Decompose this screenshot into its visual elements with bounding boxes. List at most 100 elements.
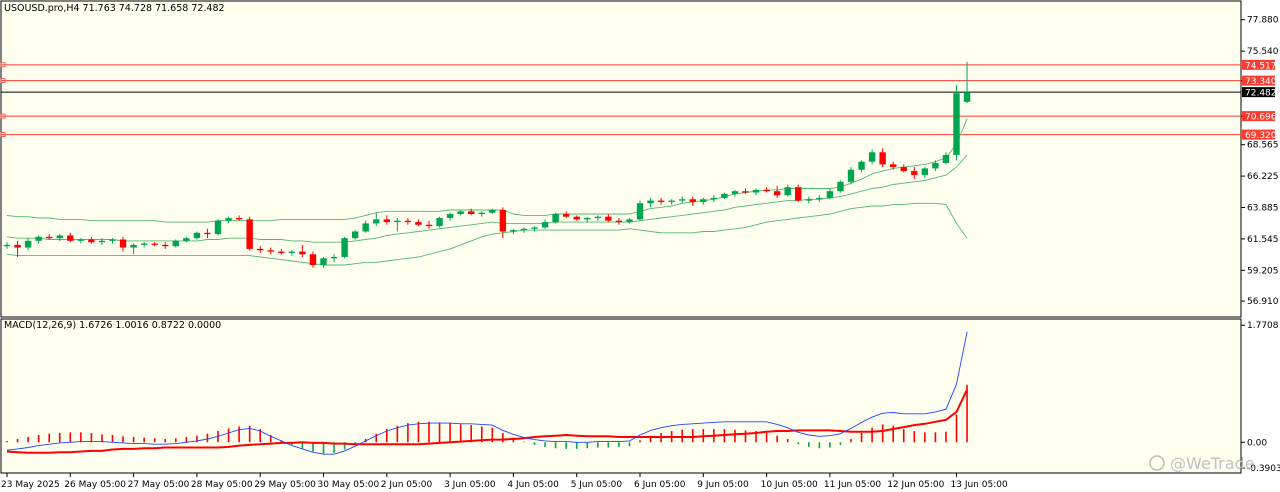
candle-bull <box>668 200 675 202</box>
time-tick-label: 4 Jun 05:00 <box>507 480 559 490</box>
candle-bear <box>689 199 696 202</box>
candle-bull <box>24 240 32 248</box>
candle-bear <box>605 216 612 221</box>
price-tick-label: 61.545 <box>1247 235 1279 245</box>
macd-tick-label: 0.00 <box>1247 438 1267 448</box>
time-tick-label: 11 Jun 05:00 <box>824 480 881 490</box>
time-tick-label: 30 May 05:00 <box>318 480 380 490</box>
candle-bull <box>330 256 338 259</box>
candle-bull <box>721 193 728 198</box>
price-tick-label: 63.885 <box>1247 204 1279 214</box>
current-price-tag <box>1242 87 1275 98</box>
candle-bull <box>942 154 950 164</box>
candle-bull <box>647 200 654 204</box>
candle-bull <box>805 199 812 201</box>
bollinger-lower-line <box>6 202 968 266</box>
candle-bear <box>246 219 253 249</box>
candle-bear <box>795 187 802 201</box>
current-price-label: 72.482 <box>1245 89 1277 99</box>
candle-bull <box>932 163 939 169</box>
candle-bull <box>140 243 148 245</box>
candle-bull <box>963 92 971 102</box>
macd-main-line <box>6 331 968 455</box>
candle-bear <box>151 243 158 245</box>
candle-bear <box>879 152 886 165</box>
time-tick-label: 29 May 05:00 <box>254 480 316 490</box>
candle-bear <box>404 220 412 223</box>
level-price-label: 74.517 <box>1245 61 1277 71</box>
candle-bear <box>257 248 264 251</box>
candle-bull <box>510 230 517 232</box>
candle-bull <box>320 258 327 266</box>
price-tick-label: 66.225 <box>1247 172 1279 182</box>
candle-bull <box>214 220 222 235</box>
time-tick-label: 26 May 05:00 <box>64 480 126 490</box>
level-anchor-icon <box>0 62 6 68</box>
candle-bear <box>383 219 390 223</box>
candle-bull <box>351 231 359 239</box>
candle-bull <box>478 212 485 215</box>
time-tick-label: 13 Jun 05:00 <box>951 480 1008 490</box>
level-price-label: 70.696 <box>1245 113 1277 123</box>
candle-bear <box>119 239 127 248</box>
candle-bull <box>826 191 834 198</box>
candle-bear <box>46 236 53 239</box>
candle-bear <box>562 214 570 217</box>
bollinger-upper-line <box>6 118 968 223</box>
candle-bull <box>784 187 791 196</box>
candle-bull <box>362 223 369 232</box>
macd-tick-label: 1.7708 <box>1247 321 1279 331</box>
candle-bull <box>520 228 528 231</box>
candle-bear <box>911 171 918 176</box>
horizontal-levels <box>0 62 1241 137</box>
candle-bear <box>204 232 211 235</box>
candle-bear <box>657 200 665 202</box>
chart-header: USOUSD.pro,H4 71.763 74.728 71.658 72.48… <box>4 3 225 14</box>
candle-bull <box>679 199 686 201</box>
time-tick-label: 2 Jun 05:00 <box>381 480 433 490</box>
candle-bull <box>710 197 718 200</box>
candle-bull <box>531 227 538 229</box>
level-price-tag <box>1242 59 1275 70</box>
candle-bull <box>921 168 929 176</box>
macd-panel[interactable] <box>0 318 1242 474</box>
price-tick-label: 59.205 <box>1247 266 1279 276</box>
candle-bull <box>752 189 760 193</box>
candle-bull <box>436 218 443 227</box>
candle-bull <box>109 239 116 241</box>
time-tick-label: 27 May 05:00 <box>128 480 190 490</box>
time-tick-label: 28 May 05:00 <box>191 480 253 490</box>
candle-bear <box>235 218 243 220</box>
candle-bear <box>267 250 274 252</box>
candle-bear <box>278 251 285 253</box>
candle-bull <box>56 235 63 239</box>
candle-bull <box>594 216 601 219</box>
candle-bull <box>288 251 296 253</box>
macd-indicator <box>6 331 969 455</box>
time-tick-label: 9 Jun 05:00 <box>697 480 749 490</box>
price-panel[interactable] <box>0 0 1242 318</box>
candle-bear <box>742 191 749 193</box>
level-anchor-icon <box>0 132 6 137</box>
candle-bear <box>425 224 433 227</box>
price-tick-label: 68.565 <box>1247 141 1279 151</box>
price-tick-label: 75.540 <box>1247 47 1279 57</box>
candle-bear <box>573 216 580 220</box>
price-axis: 77.880 75.540 68.565 66.225 63.885 61.545 59.2… <box>1241 16 1279 307</box>
watermark: @WeTrade <box>1149 454 1255 473</box>
wetrade-logo-icon <box>1149 455 1165 471</box>
level-price-tag <box>1242 75 1275 86</box>
watermark-text: @WeTrade <box>1170 454 1255 473</box>
candle-bear <box>773 191 781 196</box>
candle-bear <box>468 211 475 215</box>
candle-bear <box>88 239 95 243</box>
candle-bull <box>35 236 42 241</box>
candle-bull <box>446 214 454 219</box>
time-tick-label: 5 Jun 05:00 <box>571 480 623 490</box>
level-price-label: 73.340 <box>1245 77 1277 87</box>
macd-axis: 1.7708 0.00 -0.3903 <box>1241 321 1280 474</box>
level-price-tag <box>1242 129 1275 140</box>
candle-bull <box>77 239 85 241</box>
candle-bear <box>14 244 21 248</box>
